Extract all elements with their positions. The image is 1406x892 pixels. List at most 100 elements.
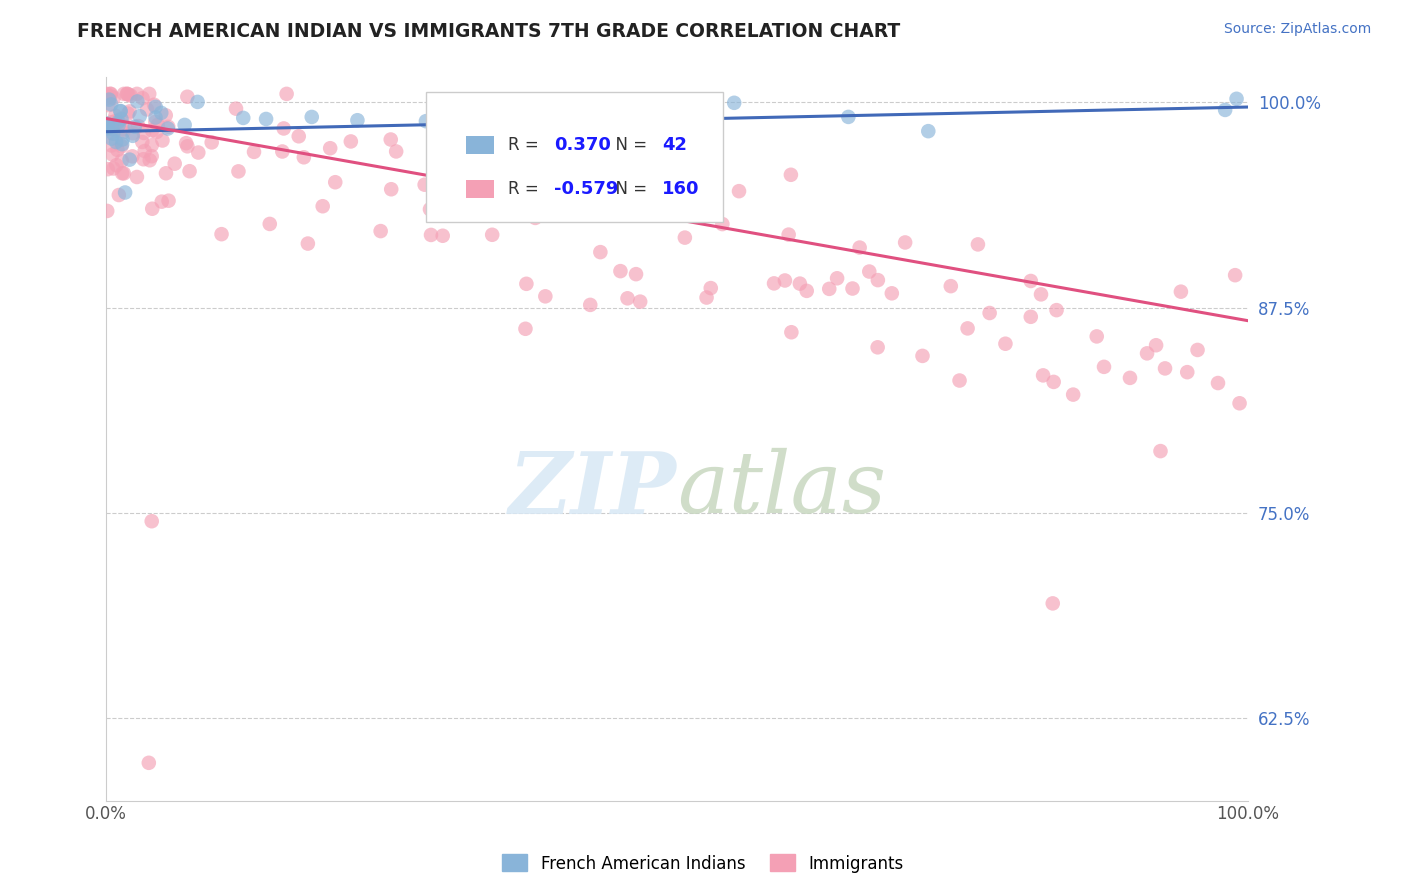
Point: [579, 298, 602, 312]
Point: [292, 150, 315, 164]
Point: [773, 273, 796, 287]
Point: [111, 137, 134, 152]
Point: [100, 89, 122, 103]
Point: [105, 135, 128, 149]
Point: [515, 277, 537, 291]
Point: [110, 139, 132, 153]
Text: 0.370: 0.370: [554, 136, 610, 153]
Point: [111, 132, 134, 146]
Point: [117, 106, 139, 120]
Point: [100, 131, 122, 145]
Point: [696, 291, 718, 305]
Point: [1206, 376, 1229, 390]
Point: [156, 121, 179, 136]
Point: [673, 230, 696, 244]
Point: [145, 111, 167, 125]
Point: [287, 129, 309, 144]
Point: [100, 97, 122, 112]
Point: [346, 113, 368, 128]
Point: [121, 128, 143, 143]
Point: [96, 91, 118, 105]
Point: [96, 117, 118, 131]
Point: [419, 202, 441, 217]
Point: [103, 161, 125, 176]
Point: [127, 119, 149, 133]
Point: [155, 108, 177, 122]
Point: [152, 133, 174, 147]
Point: [105, 158, 128, 172]
Point: [1187, 343, 1209, 357]
Point: [880, 286, 903, 301]
Point: [136, 103, 159, 117]
Point: [319, 141, 342, 155]
Point: [141, 514, 163, 528]
Point: [1042, 375, 1064, 389]
Text: R =: R =: [508, 136, 544, 153]
Point: [131, 135, 153, 149]
Point: [117, 87, 139, 102]
Text: Source: ZipAtlas.com: Source: ZipAtlas.com: [1223, 22, 1371, 37]
FancyBboxPatch shape: [426, 92, 723, 222]
Point: [534, 289, 557, 303]
Point: [98, 93, 121, 107]
Point: [138, 756, 160, 770]
Point: [110, 112, 132, 126]
Point: [97, 119, 120, 133]
Point: [515, 322, 537, 336]
Point: [825, 271, 848, 285]
Point: [100, 122, 122, 136]
Point: [415, 114, 437, 128]
Point: [228, 164, 250, 178]
Point: [380, 182, 402, 196]
Point: [96, 87, 118, 101]
Point: [454, 193, 477, 207]
Point: [98, 126, 121, 140]
Point: [176, 139, 198, 153]
Point: [529, 104, 551, 119]
Point: [1019, 274, 1042, 288]
Point: [124, 120, 146, 134]
Point: [111, 166, 134, 180]
Point: [1045, 303, 1067, 318]
Point: [728, 184, 751, 198]
Point: [179, 164, 201, 178]
Point: [96, 203, 118, 218]
Point: [141, 202, 163, 216]
Point: [127, 95, 149, 109]
Point: [948, 374, 970, 388]
Point: [465, 185, 488, 199]
Point: [104, 109, 127, 123]
Point: [97, 98, 120, 112]
Point: [120, 88, 142, 103]
Point: [157, 194, 180, 208]
Text: FRENCH AMERICAN INDIAN VS IMMIGRANTS 7TH GRADE CORRELATION CHART: FRENCH AMERICAN INDIAN VS IMMIGRANTS 7TH…: [77, 22, 901, 41]
Point: [723, 95, 745, 110]
Text: R =: R =: [508, 180, 544, 198]
Point: [134, 144, 156, 158]
Point: [841, 281, 863, 295]
Point: [796, 284, 818, 298]
Point: [173, 118, 195, 132]
Point: [225, 102, 247, 116]
Point: [301, 110, 323, 124]
Point: [1149, 444, 1171, 458]
Point: [108, 188, 131, 202]
Text: 42: 42: [662, 136, 688, 153]
Point: [370, 224, 392, 238]
Point: [114, 186, 136, 200]
Point: [187, 145, 209, 160]
Point: [131, 91, 153, 105]
Point: [763, 277, 786, 291]
Point: [118, 104, 141, 119]
Point: [939, 279, 962, 293]
Point: [460, 125, 482, 139]
Point: [789, 277, 811, 291]
Point: [917, 124, 939, 138]
Point: [508, 175, 530, 189]
Text: 160: 160: [662, 180, 700, 198]
Point: [380, 132, 402, 146]
Point: [420, 227, 443, 242]
Point: [117, 87, 139, 101]
Point: [967, 237, 990, 252]
Point: [232, 111, 254, 125]
